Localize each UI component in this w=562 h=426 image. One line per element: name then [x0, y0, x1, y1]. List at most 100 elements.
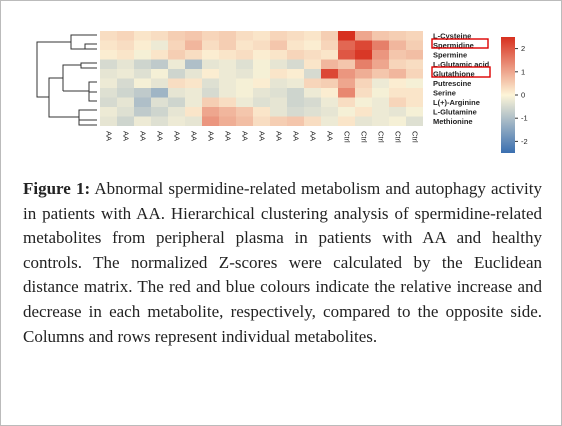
heatmap-cell: [406, 40, 423, 50]
heatmap-cell: [151, 31, 168, 41]
heatmap-cell: [236, 97, 253, 107]
column-label: AA: [122, 131, 131, 141]
heatmap-cell: [389, 59, 406, 69]
row-label: L-Glutamine: [433, 107, 477, 116]
heatmap-cell: [219, 97, 236, 107]
heatmap-cell: [253, 59, 270, 69]
heatmap-cell: [270, 69, 287, 79]
heatmap-cell: [219, 116, 236, 126]
heatmap-cell: [389, 97, 406, 107]
heatmap-cell: [287, 97, 304, 107]
heatmap-cell: [287, 69, 304, 79]
heatmap-cell: [253, 97, 270, 107]
heatmap-cell: [270, 107, 287, 117]
heatmap-cell: [253, 88, 270, 98]
heatmap-cell: [304, 59, 321, 69]
heatmap-cell: [185, 107, 202, 117]
heatmap-cell: [202, 107, 219, 117]
heatmap-cell: [372, 116, 389, 126]
colorbar-tick-label: 0: [521, 91, 525, 100]
heatmap-cell: [151, 40, 168, 50]
heatmap-cell: [168, 69, 185, 79]
heatmap-cell: [389, 69, 406, 79]
heatmap-cell: [117, 31, 134, 41]
heatmap-cell: [406, 50, 423, 60]
heatmap-cell: [202, 50, 219, 60]
heatmap-cell: [270, 88, 287, 98]
heatmap-cell: [389, 116, 406, 126]
heatmap-cell: [355, 31, 372, 41]
heatmap-cell: [117, 116, 134, 126]
heatmap-cell: [287, 31, 304, 41]
heatmap-cell: [185, 31, 202, 41]
heatmap-cell: [304, 97, 321, 107]
heatmap-cell: [338, 88, 355, 98]
heatmap-cell: [219, 88, 236, 98]
heatmap-cell: [151, 97, 168, 107]
column-label: AA: [139, 131, 148, 141]
heatmap-cell: [168, 97, 185, 107]
column-label: Ctrl: [343, 131, 352, 143]
heatmap-cell: [185, 97, 202, 107]
heatmap-cell: [168, 116, 185, 126]
heatmap-cell: [287, 50, 304, 60]
heatmap-cell: [219, 107, 236, 117]
heatmap-cell: [151, 107, 168, 117]
heatmap-cell: [100, 59, 117, 69]
column-label: AA: [207, 131, 216, 141]
heatmap-cell: [185, 78, 202, 88]
heatmap-cell: [270, 31, 287, 41]
heatmap-cell: [253, 40, 270, 50]
heatmap-cell: [236, 116, 253, 126]
heatmap-cell: [338, 116, 355, 126]
heatmap-cell: [304, 69, 321, 79]
heatmap-cell: [134, 97, 151, 107]
heatmap-cell: [134, 78, 151, 88]
heatmap-cell: [134, 116, 151, 126]
column-label: AA: [190, 131, 199, 141]
heatmap-cell: [185, 88, 202, 98]
heatmap-cell: [338, 40, 355, 50]
heatmap-cell: [117, 69, 134, 79]
column-label: Ctrl: [360, 131, 369, 143]
heatmap-cell: [389, 88, 406, 98]
heatmap-cell: [389, 31, 406, 41]
heatmap-cell: [236, 59, 253, 69]
heatmap-cell: [406, 116, 423, 126]
heatmap-cell: [100, 69, 117, 79]
heatmap-cell: [270, 116, 287, 126]
heatmap-cell: [134, 107, 151, 117]
heatmap-cell: [287, 40, 304, 50]
heatmap-cell: [389, 78, 406, 88]
heatmap-cell: [202, 40, 219, 50]
heatmap-cell: [134, 31, 151, 41]
heatmap-cell: [321, 59, 338, 69]
row-label: Glutathione: [433, 69, 475, 78]
heatmap-cell: [355, 97, 372, 107]
heatmap-cell: [100, 31, 117, 41]
heatmap-cell: [355, 78, 372, 88]
heatmap-cell: [304, 78, 321, 88]
heatmap-cell: [236, 78, 253, 88]
heatmap-cell: [406, 78, 423, 88]
heatmap-cell: [338, 59, 355, 69]
heatmap-cell: [168, 78, 185, 88]
heatmap-cell: [355, 116, 372, 126]
heatmap-cell: [253, 107, 270, 117]
heatmap-cell: [304, 107, 321, 117]
heatmap-cell: [185, 40, 202, 50]
heatmap-cell: [253, 50, 270, 60]
heatmap-cell: [338, 50, 355, 60]
heatmap-cell: [304, 31, 321, 41]
heatmap-cell: [168, 50, 185, 60]
heatmap-cell: [100, 88, 117, 98]
heatmap-cell: [372, 97, 389, 107]
heatmap-cell: [253, 78, 270, 88]
caption-label: Figure 1:: [23, 179, 91, 198]
row-label: Putrescine: [433, 79, 471, 88]
heatmap-cell: [372, 31, 389, 41]
heatmap-cell: [236, 88, 253, 98]
heatmap-cell: [372, 88, 389, 98]
heatmap-cell: [168, 40, 185, 50]
